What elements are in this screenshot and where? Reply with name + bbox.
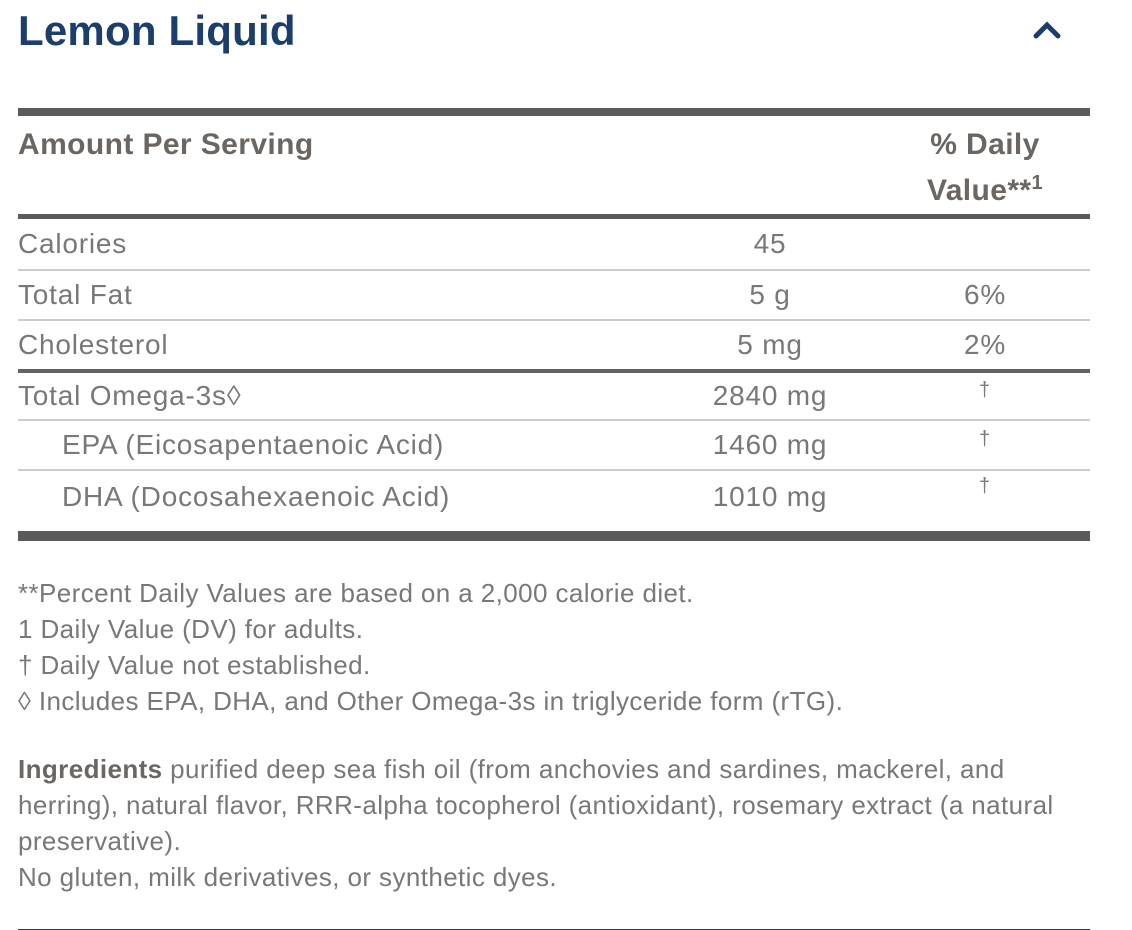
footnote-dv-adults: 1 Daily Value (DV) for adults. (18, 614, 364, 644)
footnote-daily-values: **Percent Daily Values are based on a 2,… (18, 578, 694, 608)
footnote-dv-not-established: † Daily Value not established. (18, 650, 371, 680)
chevron-up-icon (1032, 21, 1062, 45)
collapse-toggle-button[interactable] (1032, 20, 1062, 42)
nutrient-daily-value: 6% (963, 279, 1007, 310)
nutrient-daily-value: † (979, 427, 991, 450)
nutrient-daily-value: † (979, 475, 991, 497)
table-row: Total Fat 5 g 6% (18, 269, 1090, 319)
facts-header-row: Amount Per Serving % Daily Value**1 (18, 116, 1090, 219)
nutrient-daily-value: † (979, 378, 991, 401)
ingredients-paragraph: Ingredients purified deep sea fish oil (… (18, 751, 1090, 859)
nutrient-label: Cholesterol (18, 329, 169, 360)
accordion-header[interactable]: Lemon Liquid (18, 8, 1090, 54)
section-title: Lemon Liquid (18, 7, 296, 54)
nutrient-label: EPA (Eicosapentaenoic Acid) (62, 429, 445, 460)
daily-value-header: % Daily Value**1 (926, 128, 1044, 207)
claims-text: No gluten, milk derivatives, or syntheti… (18, 862, 558, 892)
nutrient-amount: 5 g (749, 279, 791, 310)
nutrient-label: Total Fat (18, 279, 133, 310)
nutrient-amount: 5 mg (737, 329, 803, 360)
nutrient-daily-value: 2% (963, 329, 1007, 360)
nutrient-label: Total Omega-3s◊ (18, 380, 242, 411)
table-row: DHA (Docosahexaenoic Acid) 1010 mg † (18, 469, 1090, 531)
nutrient-amount: 2840 mg (712, 380, 828, 411)
nutrient-amount: 1460 mg (712, 429, 828, 460)
nutrient-label: DHA (Docosahexaenoic Acid) (62, 481, 451, 512)
footnote-omega-includes: ◊ Includes EPA, DHA, and Other Omega-3s … (18, 686, 844, 716)
table-row: EPA (Eicosapentaenoic Acid) 1460 mg † (18, 419, 1090, 469)
footnotes: **Percent Daily Values are based on a 2,… (18, 575, 1090, 719)
table-row: Total Omega-3s◊ 2840 mg † (18, 369, 1090, 419)
ingredients-text: purified deep sea fish oil (from anchovi… (18, 754, 1054, 856)
nutrient-amount: 1010 mg (712, 481, 828, 512)
ingredients-block: Ingredients purified deep sea fish oil (… (18, 751, 1090, 895)
supplement-facts-table: Amount Per Serving % Daily Value**1 Calo… (18, 108, 1090, 541)
table-row: Calories 45 (18, 219, 1090, 269)
nutrient-amount: 45 (753, 228, 787, 259)
amount-per-serving-header: Amount Per Serving (18, 128, 314, 161)
table-row: Cholesterol 5 mg 2% (18, 319, 1090, 369)
ingredients-label: Ingredients (18, 754, 163, 784)
nutrient-label: Calories (18, 228, 128, 259)
